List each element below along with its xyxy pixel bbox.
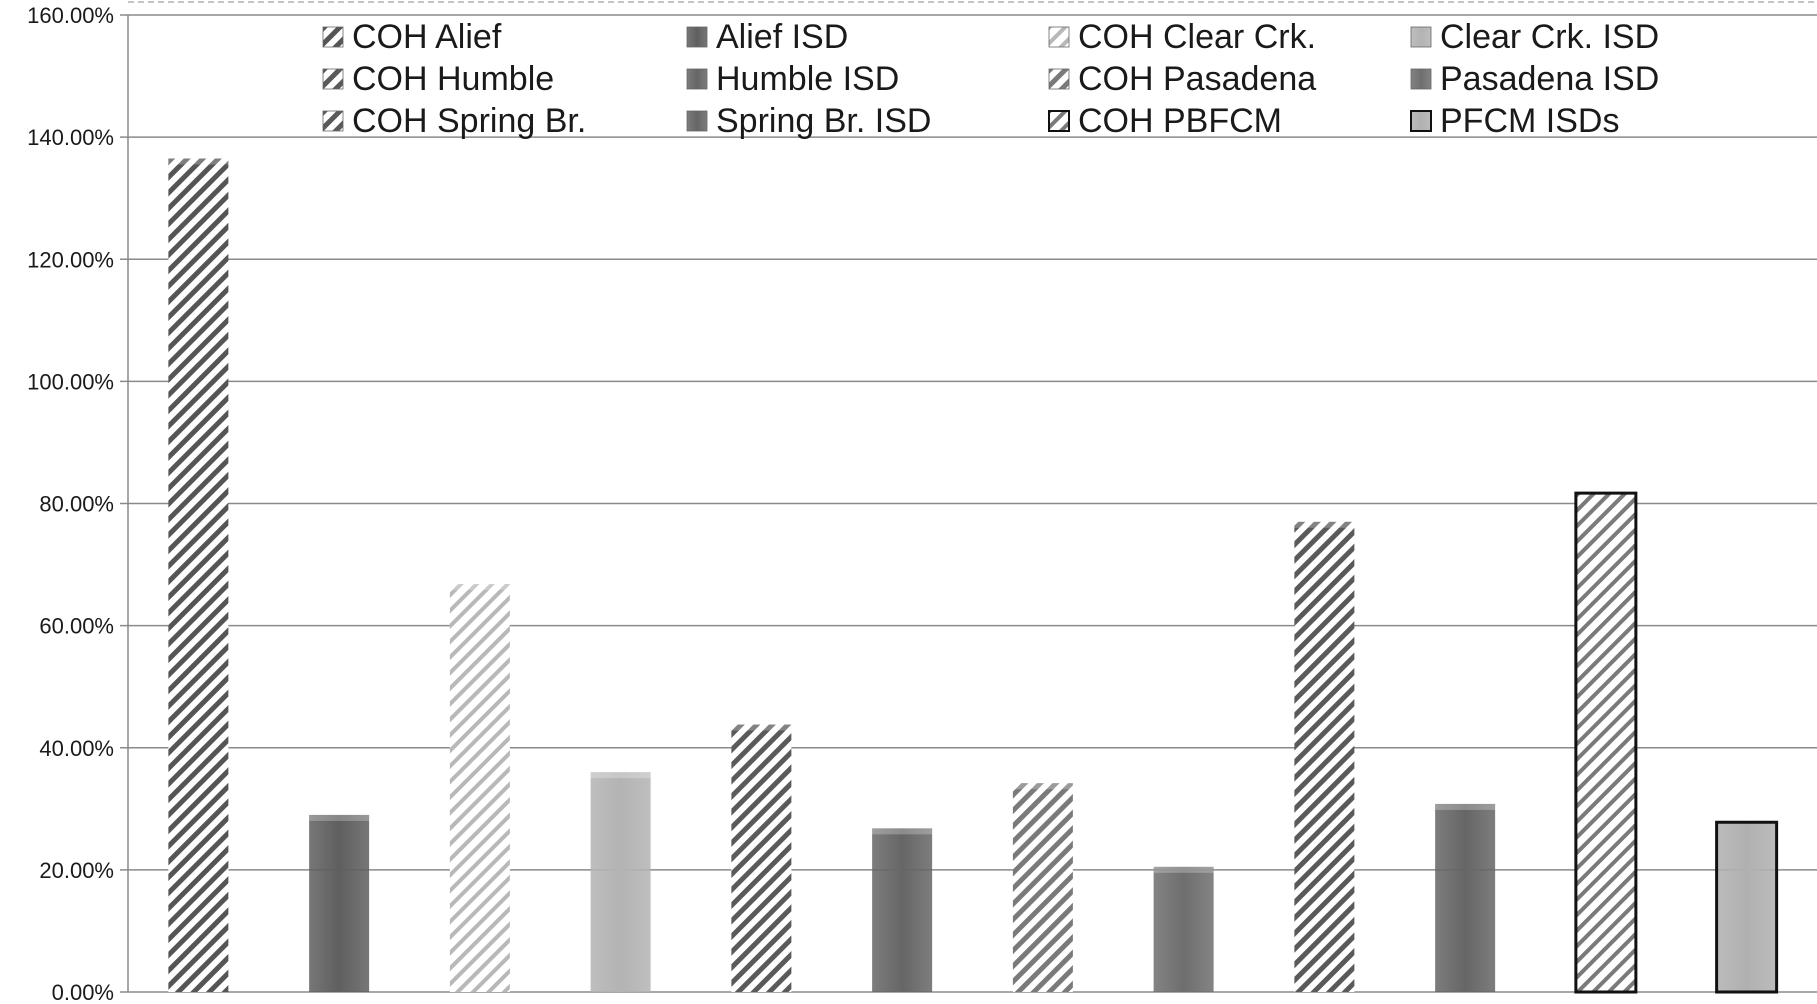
bar-coh-alief [168, 158, 229, 992]
bar-cap [872, 828, 933, 835]
bar-pasadena-isd [1153, 866, 1214, 992]
legend-swatch [1048, 26, 1070, 48]
gridlines [128, 1, 1817, 993]
bar-cap [1153, 866, 1214, 873]
bar-cap [309, 814, 370, 821]
y-tick-label: 140.00% [27, 125, 114, 150]
legend-item: COH Alief [322, 16, 501, 58]
legend-item: Spring Br. ISD [686, 100, 931, 142]
legend-label: PFCM ISDs [1440, 101, 1620, 140]
legend-label: Humble ISD [716, 59, 900, 98]
bar-cap [449, 584, 510, 591]
y-tick-label: 120.00% [27, 247, 114, 272]
legend-item: COH Clear Crk. [1048, 16, 1316, 58]
y-axis: 0.00% 20.00% 40.00% 60.00% 80.00% 100.00% 120.… [27, 3, 129, 1004]
legend-label: COH Spring Br. [352, 101, 587, 140]
legend-swatch [686, 110, 708, 132]
bar-cap [1012, 783, 1073, 790]
bar-alief-isd [309, 814, 370, 992]
legend-swatch [686, 26, 708, 48]
legend-item: Pasadena ISD [1410, 58, 1659, 100]
legend-item: Humble ISD [686, 58, 899, 100]
bar-cap [1294, 521, 1355, 528]
legend-label: Pasadena ISD [1440, 59, 1660, 98]
y-tick-label: 20.00% [39, 858, 114, 883]
legend-label: COH Pasadena [1078, 59, 1317, 98]
legend-label: COH Clear Crk. [1078, 17, 1317, 56]
legend-label: COH PBFCM [1078, 101, 1282, 140]
legend-item: COH PBFCM [1048, 100, 1282, 142]
bar-coh-spring-br [1294, 521, 1355, 992]
legend-swatch [1048, 68, 1070, 90]
bar-cap [590, 772, 651, 779]
legend-swatch [1410, 26, 1432, 48]
bar-spring-br-isd [1435, 803, 1496, 992]
bar-cap [1435, 803, 1496, 810]
y-tick-label: 160.00% [27, 3, 114, 28]
bar-coh-humble [731, 724, 792, 992]
y-tick-label: 60.00% [39, 614, 114, 639]
legend-swatch [322, 68, 344, 90]
bar-humble-isd [872, 828, 933, 992]
bar-coh-pbfcm [1574, 491, 1638, 994]
legend-label: COH Humble [352, 59, 555, 98]
y-tick-label: 80.00% [39, 492, 114, 517]
legend-item: COH Spring Br. [322, 100, 586, 142]
y-tick-label: 0.00% [52, 980, 114, 1004]
legend-label: Alief ISD [716, 17, 849, 56]
legend-label: Clear Crk. ISD [1440, 17, 1660, 56]
legend-swatch [1410, 68, 1432, 90]
bar-coh-clear-crk [449, 584, 510, 992]
legend-item: PFCM ISDs [1410, 100, 1619, 142]
legend-item: Clear Crk. ISD [1410, 16, 1659, 58]
legend-item: COH Humble [322, 58, 554, 100]
legend-item: Alief ISD [686, 16, 848, 58]
y-tick-label: 40.00% [39, 736, 114, 761]
bar-clear-crk-isd [590, 772, 651, 992]
legend-swatch [1048, 110, 1070, 132]
legend-swatch [686, 68, 708, 90]
y-tick-label: 100.00% [27, 369, 114, 394]
legend-item: COH Pasadena [1048, 58, 1316, 100]
legend-swatch [1410, 110, 1432, 132]
bar-pfcm-isds [1715, 820, 1779, 994]
bar-cap [168, 158, 229, 165]
legend-label: COH Alief [352, 17, 502, 56]
legend-swatch [322, 110, 344, 132]
bar-coh-pasadena [1012, 783, 1073, 992]
bars [168, 158, 1779, 994]
bar-cap [731, 724, 792, 731]
legend-label: Spring Br. ISD [716, 101, 932, 140]
legend-swatch [322, 26, 344, 48]
